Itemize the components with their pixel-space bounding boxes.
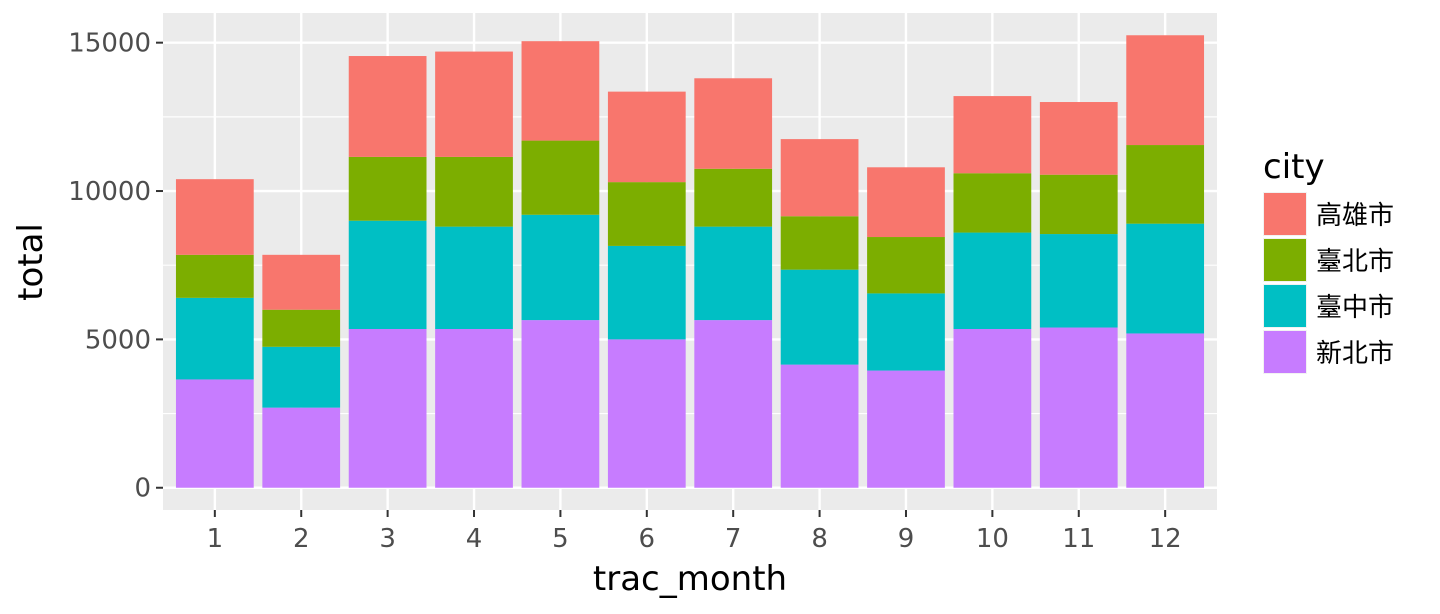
legend-label: 臺中市	[1316, 293, 1394, 323]
x-tick-label: 6	[639, 524, 656, 554]
bar-segment	[1126, 35, 1205, 146]
bar-segment	[262, 309, 341, 347]
bar-segment	[435, 156, 513, 227]
y-axis: 0 5000 10000 15000	[68, 29, 163, 504]
bar-segment	[1039, 174, 1118, 235]
bar-segment	[435, 226, 513, 330]
bar-segment	[521, 214, 600, 321]
bars	[175, 35, 1205, 488]
bar-segment	[694, 78, 773, 169]
x-tick-label: 12	[1149, 524, 1182, 554]
legend-key	[1264, 285, 1306, 327]
bar-segment	[1039, 327, 1118, 488]
x-tick-label: 1	[207, 524, 224, 554]
bar-segment	[521, 140, 600, 215]
bar-segment	[348, 220, 427, 330]
y-tick-label: 10000	[68, 177, 151, 207]
bar-segment	[262, 407, 341, 488]
x-tick-label: 2	[293, 524, 310, 554]
y-tick-label: 15000	[68, 29, 151, 59]
x-tick-label: 11	[1062, 524, 1095, 554]
bar-segment	[435, 329, 513, 488]
bar-segment	[262, 254, 341, 310]
bar-segment	[780, 269, 859, 365]
bar-segment	[175, 297, 254, 380]
legend-title: city	[1263, 147, 1325, 187]
bar-segment	[1126, 145, 1205, 224]
bar-segment	[521, 320, 600, 488]
x-axis: 1 2 3 4 5 6 7 8 9 10 11 12	[207, 510, 1182, 554]
x-tick-label: 10	[976, 524, 1009, 554]
bar-segment	[607, 339, 686, 488]
bar-segment	[694, 320, 773, 488]
bar-segment	[780, 139, 859, 217]
bar-segment	[780, 364, 859, 488]
legend-key	[1264, 331, 1306, 373]
bar-segment	[175, 379, 254, 488]
x-tick-label: 8	[811, 524, 828, 554]
bar-segment	[694, 168, 773, 227]
bar-segment	[175, 179, 254, 255]
bar-segment	[607, 182, 686, 246]
bar-segment	[348, 56, 427, 157]
bar-segment	[953, 232, 1032, 330]
bar-segment	[780, 216, 859, 270]
bar-segment	[1039, 102, 1118, 175]
bar-segment	[953, 173, 1032, 233]
bar-segment	[1126, 333, 1205, 488]
x-tick-label: 7	[725, 524, 742, 554]
x-tick-label: 9	[898, 524, 915, 554]
bar-segment	[867, 293, 945, 371]
bar-segment	[953, 329, 1032, 488]
bar-segment	[694, 226, 773, 321]
bar-segment	[521, 41, 600, 141]
bar-segment	[867, 167, 945, 238]
bar-segment	[867, 237, 945, 294]
x-axis-title: trac_month	[593, 559, 787, 599]
bar-segment	[1039, 234, 1118, 328]
legend-label: 臺北市	[1316, 247, 1394, 277]
legend-key	[1264, 239, 1306, 281]
bar-segment	[607, 245, 686, 340]
x-tick-label: 5	[552, 524, 569, 554]
bar-segment	[607, 91, 686, 183]
bar-segment	[953, 96, 1032, 174]
legend-key	[1264, 193, 1306, 235]
y-axis-title: total	[11, 223, 51, 301]
bar-segment	[348, 156, 427, 221]
x-tick-label: 4	[466, 524, 483, 554]
y-tick-label: 0	[134, 474, 151, 504]
bar-segment	[1126, 223, 1205, 334]
bar-segment	[175, 254, 254, 298]
legend-label: 高雄市	[1316, 201, 1394, 231]
bar-segment	[435, 51, 513, 157]
bar-segment	[348, 329, 427, 488]
bar-segment	[262, 346, 341, 408]
legend-label: 新北市	[1316, 339, 1394, 369]
x-tick-label: 3	[379, 524, 396, 554]
bar-segment	[867, 370, 945, 488]
y-tick-label: 5000	[85, 325, 151, 355]
